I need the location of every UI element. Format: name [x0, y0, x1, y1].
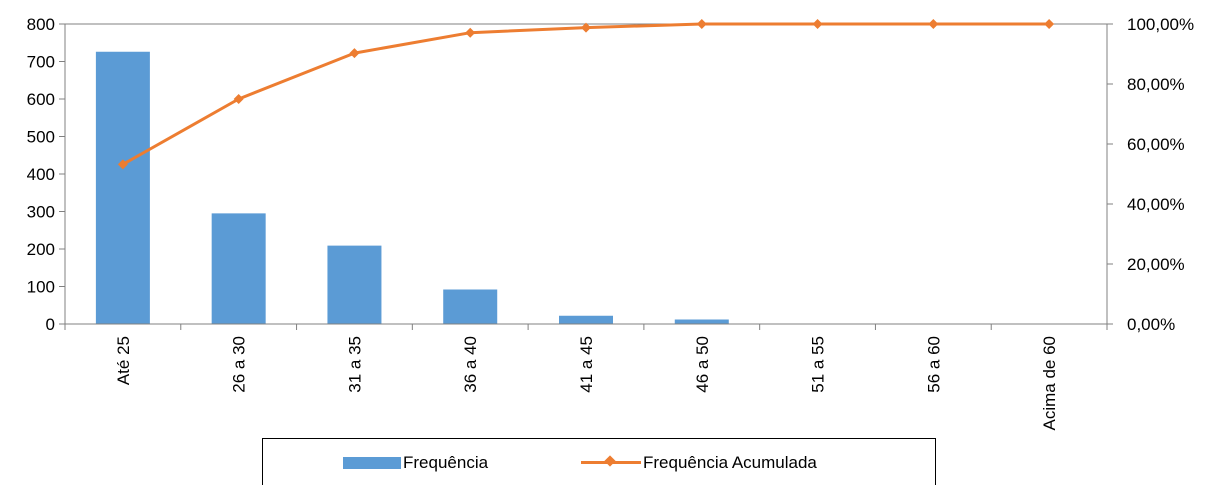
bar-frequencia — [443, 289, 498, 324]
y-tick-label-left: 500 — [27, 128, 55, 147]
bar-frequencia — [327, 245, 382, 324]
y-tick-label-right: 80,00% — [1127, 75, 1185, 94]
y-tick-label-left: 600 — [27, 90, 55, 109]
y-tick-label-right: 100,00% — [1127, 15, 1194, 34]
y-tick-label-left: 100 — [27, 278, 55, 297]
y-tick-label-left: 200 — [27, 240, 55, 259]
bar-frequencia — [95, 51, 150, 324]
y-tick-label-left: 400 — [27, 165, 55, 184]
point-frequencia-acumulada — [581, 22, 591, 33]
y-tick-label-right: 60,00% — [1127, 135, 1185, 154]
legend-swatch-bar — [343, 456, 401, 469]
x-tick-label: 46 a 50 — [693, 336, 712, 393]
point-frequencia-acumulada — [812, 19, 823, 29]
legend: Frequência Frequência Acumulada — [262, 438, 936, 485]
bar-frequencia — [674, 319, 729, 324]
legend-label-frequencia: Frequência — [403, 452, 489, 472]
bar-frequencia — [211, 213, 266, 324]
legend-item-frequencia: Frequência — [343, 439, 488, 486]
x-tick-label: Acima de 60 — [1040, 336, 1059, 431]
x-tick-label: 41 a 45 — [577, 336, 596, 393]
point-frequencia-acumulada — [1044, 19, 1055, 29]
y-tick-label-left: 0 — [46, 315, 55, 334]
y-tick-label-left: 300 — [27, 203, 55, 222]
x-tick-label: 26 a 30 — [230, 336, 249, 393]
legend-swatch-line — [581, 455, 641, 467]
point-frequencia-acumulada — [465, 27, 476, 38]
point-frequencia-acumulada — [696, 19, 707, 29]
x-tick-label: 31 a 35 — [345, 336, 364, 393]
legend-label-frequencia-acumulada: Frequência Acumulada — [643, 452, 817, 472]
y-tick-label-right: 20,00% — [1127, 255, 1185, 274]
x-tick-label: 36 a 40 — [461, 336, 480, 393]
y-tick-label-left: 700 — [27, 53, 55, 72]
point-frequencia-acumulada — [233, 94, 244, 104]
bar-frequencia — [559, 315, 613, 324]
y-tick-label-right: 0,00% — [1127, 315, 1175, 334]
y-tick-label-left: 800 — [27, 15, 55, 34]
x-tick-label: 51 a 55 — [809, 336, 828, 393]
x-tick-label: 56 a 60 — [924, 336, 943, 393]
point-frequencia-acumulada — [928, 19, 939, 29]
line-frequencia-acumulada — [122, 22, 1050, 166]
y-tick-label-right: 40,00% — [1127, 195, 1185, 214]
legend-item-frequencia-acumulada: Frequência Acumulada — [581, 439, 817, 486]
x-tick-label: Até 25 — [114, 336, 133, 385]
point-frequencia-acumulada — [117, 159, 128, 170]
point-frequencia-acumulada — [349, 48, 360, 59]
